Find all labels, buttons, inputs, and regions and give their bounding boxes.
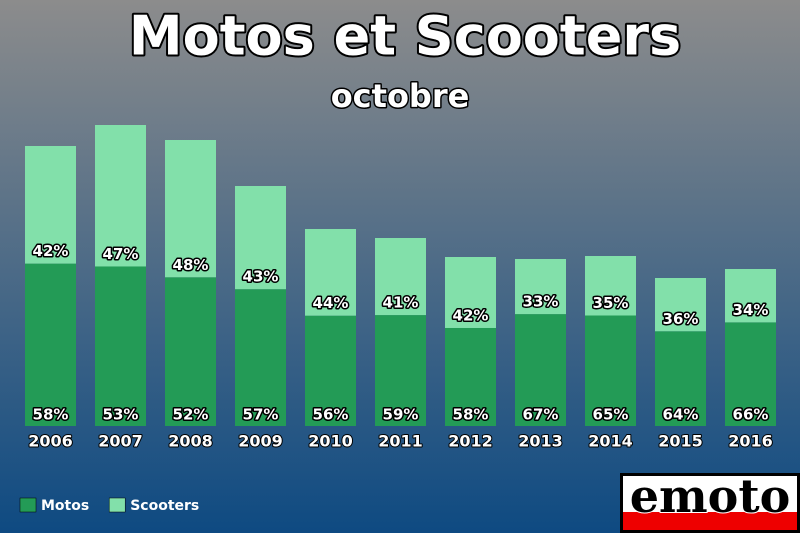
x-tick-label: 2014 <box>588 432 633 451</box>
x-tick-label: 2006 <box>28 432 73 451</box>
bar-segment <box>585 315 636 426</box>
data-label: 65% <box>593 406 629 424</box>
x-tick-label: 2013 <box>518 432 563 451</box>
data-label: 35% <box>593 294 629 312</box>
x-tick-label: 2009 <box>238 432 283 451</box>
x-tick-label: 2010 <box>308 432 353 451</box>
bar-segment <box>305 229 356 316</box>
bar-segment <box>305 315 356 426</box>
x-tick-label: 2012 <box>448 432 493 451</box>
bar-segment <box>445 327 496 426</box>
data-label: 53% <box>103 406 139 424</box>
bar-segment <box>25 263 76 426</box>
logo-bottom <box>623 512 797 530</box>
data-label: 48% <box>173 256 209 274</box>
data-label: 58% <box>453 406 489 424</box>
bar-segment <box>165 140 216 278</box>
data-label: 42% <box>33 242 69 260</box>
data-label: 36% <box>663 310 699 328</box>
x-tick-label: 2007 <box>98 432 143 451</box>
bar-segment <box>235 186 286 290</box>
legend-label: Scooters <box>130 498 199 514</box>
data-label: 47% <box>103 245 139 263</box>
bar-segment <box>95 125 146 267</box>
x-tick-label: 2016 <box>728 432 773 451</box>
legend-swatch <box>108 497 126 513</box>
bar-segment <box>95 266 146 426</box>
bar-segment <box>25 146 76 264</box>
chart-title: Motos et Scooters <box>129 5 681 68</box>
data-label: 66% <box>733 406 769 424</box>
chart-subtitle: octobre <box>331 77 470 115</box>
x-tick-label: 2011 <box>378 432 423 451</box>
legend-swatch <box>19 497 37 513</box>
bar-segment <box>235 289 286 426</box>
bar-segment <box>375 238 426 316</box>
data-label: 33% <box>523 293 559 311</box>
legend-label: Motos <box>41 498 89 514</box>
data-label: 58% <box>33 406 69 424</box>
data-label: 41% <box>383 294 419 312</box>
data-label: 34% <box>733 301 769 319</box>
bar-segment <box>445 257 496 328</box>
logo-text: emoto <box>630 469 791 523</box>
bar-segment <box>165 277 216 426</box>
data-label: 56% <box>313 406 349 424</box>
bar-segment <box>655 331 706 426</box>
data-label: 43% <box>243 268 279 286</box>
data-label: 59% <box>383 406 419 424</box>
bar-segment <box>375 315 426 426</box>
bar-segment <box>655 278 706 332</box>
bar-segment <box>585 256 636 316</box>
data-label: 64% <box>663 406 699 424</box>
logo-top <box>623 476 797 512</box>
bar-segment <box>515 259 566 315</box>
data-label: 57% <box>243 406 279 424</box>
x-tick-label: 2015 <box>658 432 703 451</box>
data-label: 42% <box>453 306 489 324</box>
bar-segment <box>725 269 776 323</box>
data-label: 52% <box>173 406 209 424</box>
bar-segment <box>725 322 776 426</box>
x-tick-label: 2008 <box>168 432 213 451</box>
logo: emoto <box>620 468 800 533</box>
data-label: 67% <box>523 406 559 424</box>
data-label: 44% <box>313 294 349 312</box>
bar-segment <box>515 314 566 426</box>
